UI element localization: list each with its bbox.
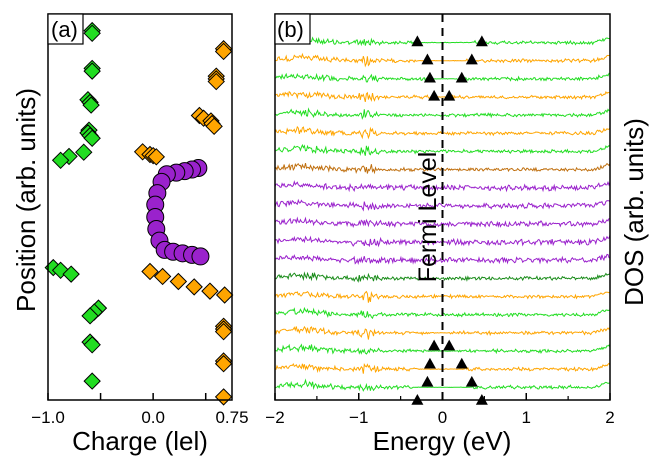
panel-a-marker-series-1 bbox=[83, 129, 101, 147]
panel-a-x-tick-label: 0.0 bbox=[141, 408, 165, 427]
gap-edge-marker bbox=[443, 339, 456, 351]
dos-curve-10 bbox=[274, 198, 611, 212]
panel-a-marker-series-1 bbox=[83, 62, 101, 80]
dos-curve-17 bbox=[274, 325, 611, 340]
panel-a-marker-series-3 bbox=[191, 247, 210, 266]
panel-b-x-tick-label: 2 bbox=[605, 408, 614, 427]
panel-a-frame bbox=[47, 13, 233, 401]
panel-a-markers bbox=[44, 21, 234, 406]
gap-edge-marker bbox=[423, 357, 436, 369]
fermi-level-annotation: Fermi Level bbox=[414, 152, 442, 283]
panel-a-marker-series-1 bbox=[81, 307, 99, 325]
dos-curve-20 bbox=[274, 378, 610, 392]
dos-curve-7 bbox=[274, 143, 611, 156]
panel-a-marker-series-2 bbox=[214, 355, 233, 373]
panel-a-marker-series-2 bbox=[169, 272, 188, 291]
panel-a-marker-series-1 bbox=[82, 96, 100, 114]
gap-edge-marker bbox=[443, 89, 456, 101]
panel-b-gap-markers bbox=[411, 35, 488, 405]
panel-a-x-tick-label: −1.0 bbox=[31, 408, 65, 427]
dos-curve-14 bbox=[274, 271, 611, 283]
panel-a-label: (a) bbox=[51, 17, 78, 42]
panel-a-y-axis-label: Position (arb. units) bbox=[11, 88, 41, 312]
gap-edge-marker bbox=[423, 71, 436, 83]
gap-edge-marker bbox=[411, 35, 424, 47]
gap-edge-marker bbox=[475, 35, 488, 47]
panel-a-ticks: −1.0 0.0 0.75 bbox=[31, 393, 249, 427]
panel-a-marker-series-2 bbox=[201, 282, 219, 300]
panel-a-marker-series-2 bbox=[207, 72, 225, 91]
panel-a-marker-series-2 bbox=[214, 388, 233, 406]
panel-a-marker-series-2 bbox=[205, 117, 223, 136]
panel-a-marker-series-1 bbox=[83, 24, 101, 43]
panel-a-marker-series-1 bbox=[83, 372, 101, 390]
panel-a-x-axis-label: Charge (lel) bbox=[72, 426, 208, 456]
panel-b-x-axis-label: Energy (eV) bbox=[373, 426, 512, 456]
panel-a-marker-series-1 bbox=[75, 143, 93, 161]
gap-edge-marker bbox=[455, 71, 468, 83]
panel-b-label: (b) bbox=[277, 17, 304, 42]
panel-a: −1.0 0.0 0.75 (a) Charge (lel) Position (a… bbox=[11, 13, 249, 456]
dos-curve-3 bbox=[274, 72, 611, 83]
panel-a-marker-series-2 bbox=[215, 286, 234, 304]
dos-curve-4 bbox=[274, 90, 610, 103]
dos-curve-13 bbox=[274, 253, 611, 266]
panel-a-x-tick-label: 0.75 bbox=[215, 408, 248, 427]
panel-b-label-box bbox=[274, 13, 311, 45]
panel-a-marker-series-1 bbox=[51, 151, 70, 170]
gap-edge-marker bbox=[421, 53, 434, 65]
gap-edge-marker bbox=[465, 53, 478, 65]
panel-b-ticks: −2 −1 0 1 2 bbox=[265, 393, 615, 427]
panel-b-x-tick-label: −1 bbox=[349, 408, 368, 427]
gap-edge-marker bbox=[421, 375, 434, 387]
panel-a-marker-series-2 bbox=[153, 267, 172, 286]
panel-b-x-tick-label: 0 bbox=[438, 408, 447, 427]
panel-b-x-tick-label: 1 bbox=[522, 408, 531, 427]
panel-b-x-tick-label: −2 bbox=[265, 408, 284, 427]
panel-a-marker-series-1 bbox=[62, 265, 80, 283]
gap-edge-marker bbox=[455, 357, 468, 369]
panel-a-marker-series-2 bbox=[214, 322, 233, 341]
gap-edge-marker bbox=[465, 375, 478, 387]
panel-a-marker-series-2 bbox=[141, 262, 159, 281]
panel-b-y-axis-label: DOS (arb. units) bbox=[619, 118, 649, 306]
gap-edge-marker bbox=[428, 89, 441, 101]
panel-b: −2 −1 0 1 2 (b) Fermi Level Energy (eV) DOS … bbox=[265, 13, 649, 456]
panel-a-marker-series-2 bbox=[214, 42, 233, 61]
panel-a-marker-series-2 bbox=[185, 278, 203, 296]
panel-a-label-box bbox=[47, 13, 84, 45]
panel-a-marker-series-1 bbox=[83, 336, 101, 354]
gap-edge-marker bbox=[428, 339, 441, 351]
panel-a-marker-series-2 bbox=[147, 148, 166, 166]
